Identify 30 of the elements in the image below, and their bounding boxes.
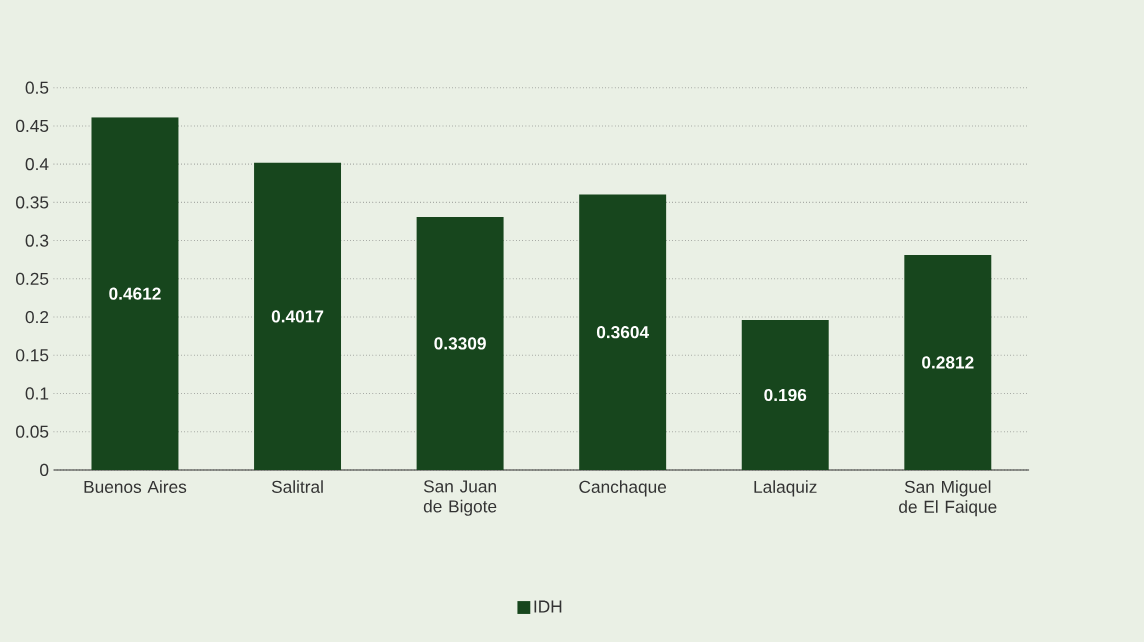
x-tick-label: Canchaque [579, 480, 667, 497]
data-label: 0.4017 [271, 310, 324, 323]
x-tick-label: San Juan de Bigote [423, 480, 497, 516]
x-tick-label: Lalaquiz [754, 480, 817, 497]
y-tick-label: 0.25 [16, 272, 49, 285]
bar [254, 162, 342, 470]
y-tick-label: 0.15 [16, 349, 49, 362]
y-tick-label: 0 [40, 463, 49, 477]
y-tick-label: 0.05 [16, 425, 49, 438]
bar [579, 194, 667, 470]
bar [904, 255, 992, 470]
data-label: 0.4612 [109, 287, 161, 300]
data-label: 0.3309 [434, 337, 486, 350]
legend-label: IDH [534, 600, 562, 613]
x-tick-label: Salitral [271, 480, 323, 493]
bar [741, 320, 829, 470]
y-tick-label: 0.5 [25, 81, 49, 94]
y-tick-label: 0.35 [16, 196, 49, 209]
y-tick-label: 0.4 [25, 158, 49, 171]
y-tick-label: 0.2 [25, 310, 49, 324]
data-label: 0.196 [764, 388, 807, 402]
data-label: 0.3604 [596, 326, 649, 339]
data-label: 0.2812 [922, 356, 974, 369]
y-tick-label: 0.45 [16, 119, 49, 133]
x-tick-label: Buenos Aires [84, 480, 187, 493]
bar [91, 117, 179, 470]
x-tick-label: San Miguel de El Faique [899, 480, 997, 517]
bar [416, 217, 504, 470]
y-tick-label: 0.1 [25, 387, 49, 400]
y-tick-label: 0.3 [25, 234, 49, 247]
